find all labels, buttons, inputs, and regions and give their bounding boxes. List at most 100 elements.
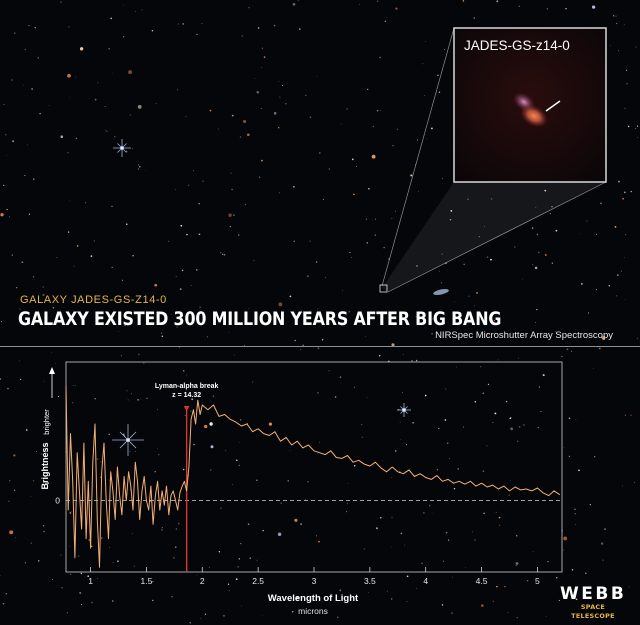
background-star (36, 450, 37, 452)
background-star (627, 125, 630, 128)
background-star (244, 204, 247, 206)
background-star (624, 299, 626, 300)
background-star (487, 383, 490, 386)
background-star (424, 94, 426, 96)
background-star (515, 535, 518, 537)
background-star (273, 24, 276, 27)
background-star (372, 125, 374, 127)
background-star (523, 424, 525, 426)
background-star (237, 566, 239, 568)
background-star (9, 530, 14, 535)
background-star (88, 539, 91, 541)
background-star (238, 234, 240, 236)
background-star (18, 360, 20, 362)
background-star (129, 451, 131, 453)
background-star (239, 442, 240, 443)
webb-logo-word: WEBB (560, 584, 627, 604)
background-star (154, 470, 156, 473)
background-star (317, 347, 320, 350)
background-star (233, 214, 235, 216)
background-star (544, 254, 547, 256)
background-star (328, 370, 330, 372)
background-star (155, 102, 157, 104)
background-star (445, 531, 448, 534)
background-star (94, 98, 97, 101)
background-star (261, 47, 263, 49)
background-star (80, 572, 83, 575)
background-star (390, 598, 393, 600)
background-star (507, 611, 509, 614)
background-star (578, 469, 580, 472)
background-star (570, 350, 573, 353)
background-star (428, 505, 431, 507)
background-star (222, 253, 224, 255)
background-star (223, 254, 226, 256)
background-star (586, 220, 588, 222)
background-star (509, 480, 511, 482)
background-star (353, 193, 355, 196)
background-star (287, 480, 289, 482)
background-star (69, 573, 72, 576)
background-star (97, 578, 98, 579)
background-star (174, 546, 177, 548)
background-star (446, 442, 449, 444)
background-star (42, 293, 45, 297)
background-star (60, 554, 62, 556)
background-star (575, 524, 577, 526)
y-tick-label: 0 (55, 495, 60, 505)
background-star (515, 562, 519, 565)
background-star (6, 154, 7, 156)
background-star (516, 440, 519, 443)
background-star (551, 206, 553, 208)
background-star (175, 528, 177, 530)
background-star (223, 615, 225, 617)
background-star (615, 593, 618, 595)
background-star (510, 417, 512, 419)
background-star (140, 399, 142, 401)
lyman-alpha-label: Lyman-alpha break (155, 383, 219, 390)
background-star (366, 397, 368, 398)
background-star (176, 326, 178, 328)
background-star (263, 56, 266, 58)
background-star (48, 105, 50, 107)
background-star (395, 7, 398, 10)
background-star (138, 165, 141, 168)
background-star (625, 69, 628, 72)
background-star (257, 27, 260, 29)
background-star (435, 318, 438, 320)
background-star (131, 532, 133, 534)
background-star (496, 585, 498, 588)
background-star (225, 449, 227, 451)
background-star (595, 233, 598, 235)
background-star (396, 128, 399, 131)
background-star (189, 622, 191, 624)
background-star (602, 559, 604, 561)
background-star (379, 56, 381, 59)
background-star (137, 398, 139, 401)
background-star (161, 335, 164, 338)
zoom-callout-line-bottom (387, 181, 607, 293)
x-tick-label: 5 (535, 576, 540, 586)
background-star (431, 333, 433, 335)
background-star (268, 422, 273, 426)
background-star (15, 537, 16, 539)
background-star (28, 213, 31, 215)
background-star (129, 114, 131, 116)
background-star (11, 79, 13, 81)
background-star (626, 83, 628, 85)
background-star (391, 477, 393, 478)
background-star (449, 458, 450, 459)
background-star (196, 575, 198, 576)
background-star (411, 360, 413, 362)
background-star (120, 355, 122, 357)
background-star (81, 604, 83, 606)
background-star (3, 184, 5, 187)
background-star (79, 47, 84, 51)
background-star (591, 5, 596, 9)
background-star (399, 421, 401, 423)
background-star (278, 192, 280, 194)
background-star (277, 532, 282, 537)
background-star (232, 484, 233, 485)
background-star (133, 565, 135, 567)
background-star (402, 354, 404, 356)
